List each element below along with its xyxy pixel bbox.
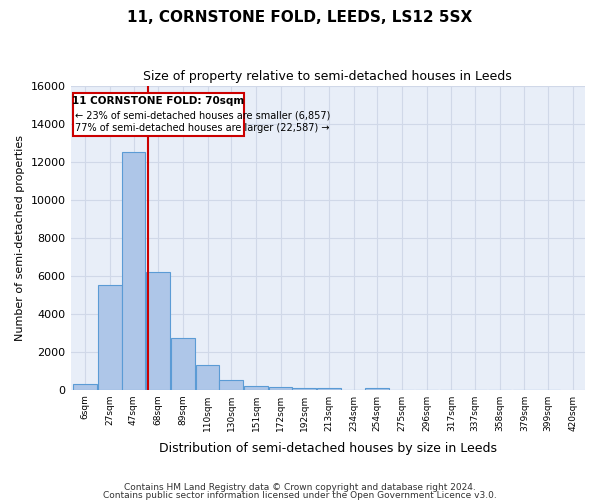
Text: 77% of semi-detached houses are larger (22,587) →: 77% of semi-detached houses are larger (… [75, 123, 330, 133]
Bar [122, 152, 145, 390]
Text: Contains public sector information licensed under the Open Government Licence v3: Contains public sector information licen… [103, 490, 497, 500]
Bar [146, 272, 170, 390]
Y-axis label: Number of semi-detached properties: Number of semi-detached properties [15, 134, 25, 340]
FancyBboxPatch shape [73, 93, 244, 136]
Bar [73, 384, 97, 390]
Bar [196, 365, 220, 390]
Text: ← 23% of semi-detached houses are smaller (6,857): ← 23% of semi-detached houses are smalle… [75, 110, 331, 120]
Bar [269, 387, 292, 390]
Text: 11 CORNSTONE FOLD: 70sqm: 11 CORNSTONE FOLD: 70sqm [72, 96, 244, 106]
Text: 11, CORNSTONE FOLD, LEEDS, LS12 5SX: 11, CORNSTONE FOLD, LEEDS, LS12 5SX [127, 10, 473, 25]
Title: Size of property relative to semi-detached houses in Leeds: Size of property relative to semi-detach… [143, 70, 512, 83]
Text: Contains HM Land Registry data © Crown copyright and database right 2024.: Contains HM Land Registry data © Crown c… [124, 483, 476, 492]
Bar [171, 338, 195, 390]
Bar [292, 388, 316, 390]
Bar [220, 380, 243, 390]
Bar [244, 386, 268, 390]
Bar [98, 285, 122, 390]
Bar [365, 388, 389, 390]
Bar [317, 388, 341, 390]
X-axis label: Distribution of semi-detached houses by size in Leeds: Distribution of semi-detached houses by … [159, 442, 497, 455]
